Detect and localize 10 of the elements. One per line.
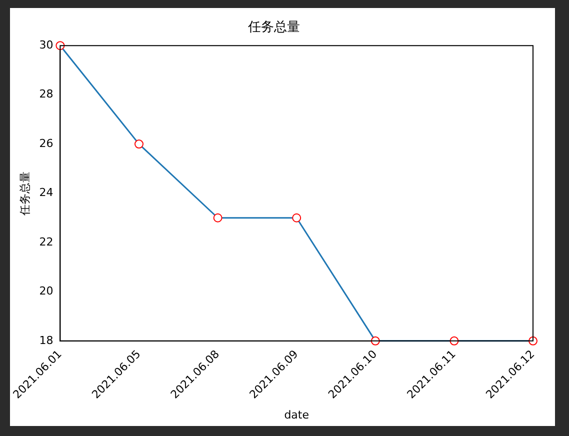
chart-title: 任务总量 — [247, 20, 300, 36]
y-tick-label: 26 — [39, 136, 54, 150]
y-tick-label: 24 — [39, 186, 54, 200]
x-axis-title: date — [284, 408, 310, 422]
y-tick-label: 28 — [39, 88, 54, 101]
y-tick-label: 22 — [39, 235, 54, 248]
y-axis-title: 任务总量 — [18, 171, 32, 216]
y-tick-label: 30 — [39, 38, 54, 52]
y-tick-label: 18 — [39, 334, 54, 347]
y-tick-label: 20 — [39, 284, 54, 298]
